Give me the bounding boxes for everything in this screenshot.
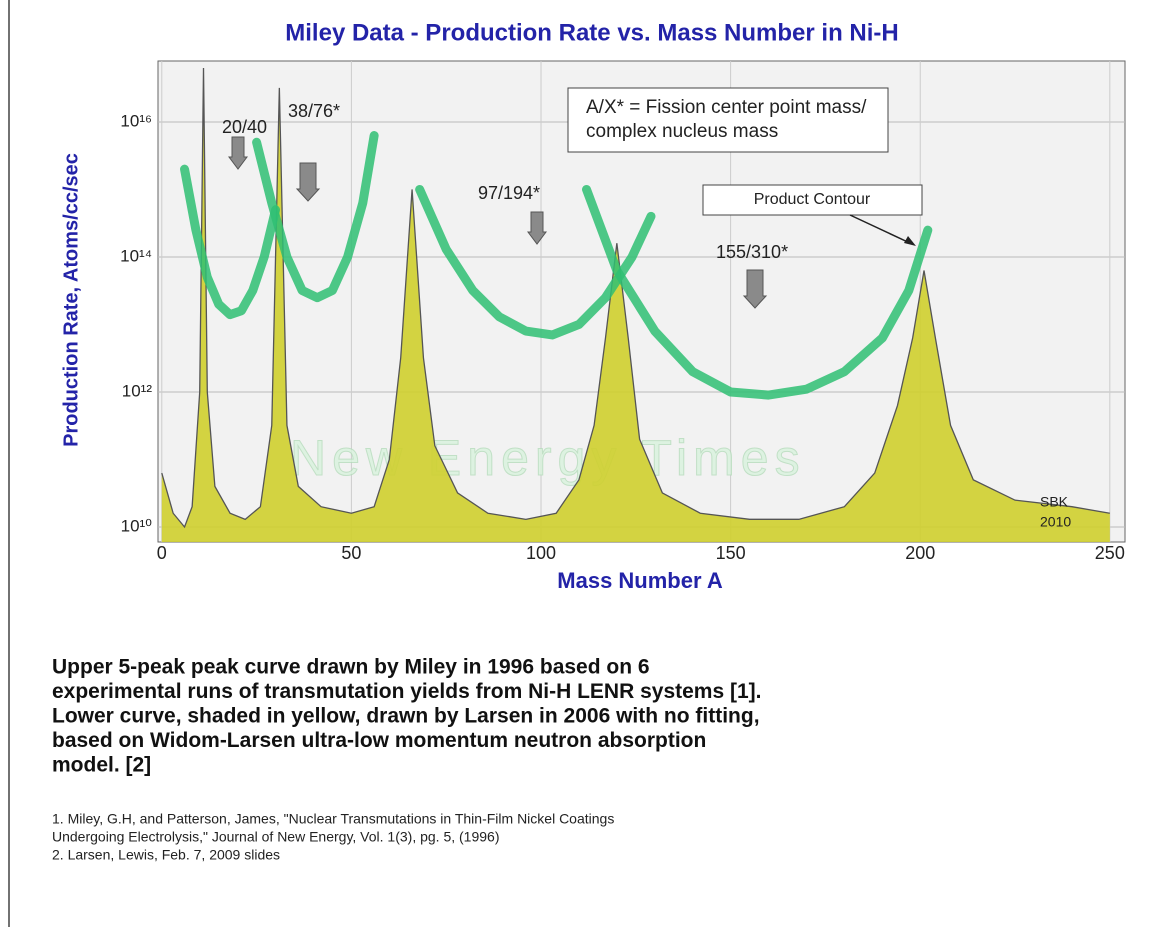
note-box [567, 87, 889, 153]
y-tick-label: 10¹⁴ [120, 246, 152, 265]
note-text: complex nucleus mass [586, 121, 778, 142]
credit: SBK [1040, 494, 1069, 510]
annotation: Product Contour [754, 191, 871, 208]
label-box [702, 184, 923, 216]
caption-line: experimental runs of transmutation yield… [52, 680, 762, 703]
annotation: 155/310* [716, 242, 788, 262]
reference: 1. Miley, G.H, and Patterson, James, "Nu… [52, 811, 614, 827]
reference: Undergoing Electrolysis," Journal of New… [52, 829, 500, 845]
annotation: 97/194* [478, 183, 540, 203]
y-tick-label: 10¹⁶ [120, 111, 152, 130]
note-text: A/X* = Fission center point mass/ [586, 97, 867, 118]
area-outline [161, 67, 1110, 529]
annotation: 38/76* [288, 101, 340, 121]
caption-line: model. [2] [52, 754, 151, 777]
miley-curve [252, 131, 379, 303]
arrow [228, 136, 248, 170]
x-tick-label: 250 [1095, 543, 1125, 563]
x-axis-label: Mass Number A [557, 568, 723, 593]
x-tick-label: 0 [157, 543, 167, 563]
arrow [527, 211, 547, 245]
y-axis-label: Production Rate, Atoms/cc/sec [60, 153, 82, 447]
area-fill [161, 68, 1110, 542]
x-tick-label: 200 [905, 543, 935, 563]
credit: 2010 [1040, 514, 1071, 530]
reference: 2. Larsen, Lewis, Feb. 7, 2009 slides [52, 847, 280, 863]
x-tick-label: 50 [341, 543, 361, 563]
x-tick-label: 100 [526, 543, 556, 563]
y-tick-label: 10¹⁰ [121, 517, 153, 536]
arrow [742, 269, 768, 309]
caption-line: Lower curve, shaded in yellow, drawn by … [52, 705, 760, 728]
y-tick-label: 10¹² [122, 381, 153, 400]
annotation: 20/40 [222, 117, 267, 137]
chart-title: Miley Data - Production Rate vs. Mass Nu… [285, 19, 898, 46]
watermark: New Energy Times [290, 430, 806, 486]
caption-line: Upper 5-peak peak curve drawn by Miley i… [52, 656, 650, 679]
arrow [295, 162, 321, 202]
pointer [849, 214, 913, 245]
caption-line: based on Widom-Larsen ultra-low momentum… [52, 729, 706, 752]
x-tick-label: 150 [716, 543, 746, 563]
miley-curve [582, 184, 933, 400]
pointer-head [904, 236, 916, 246]
miley-curve [180, 164, 281, 320]
